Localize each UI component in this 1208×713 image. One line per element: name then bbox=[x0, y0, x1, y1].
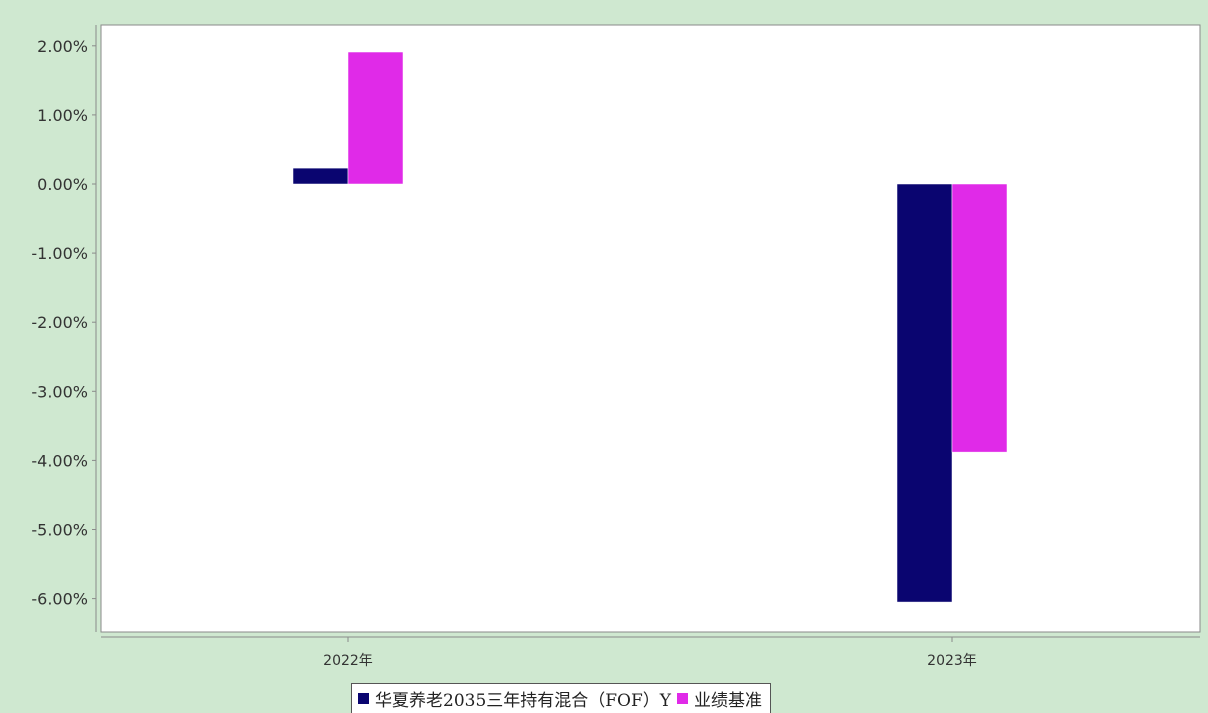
bar-fund-2023年 bbox=[897, 184, 952, 602]
bar-chart: 2.00% 1.00% 0.00% -1.00% -2.00% -3.00% -4.00% -… bbox=[0, 0, 1208, 683]
y-tick-label: -4.00% bbox=[31, 451, 88, 470]
legend-item-fund: 华夏养老2035三年持有混合（FOF）Y bbox=[358, 686, 671, 711]
y-tick-label: 2.00% bbox=[37, 37, 88, 56]
legend-label-benchmark: 业绩基准 bbox=[694, 686, 762, 711]
plot-area bbox=[101, 25, 1200, 632]
bar-fund-2022年 bbox=[293, 168, 348, 184]
legend-item-benchmark: 业绩基准 bbox=[677, 686, 762, 711]
bar-benchmark-2023年 bbox=[952, 184, 1007, 452]
x-tick-label: 2023年 bbox=[927, 653, 977, 669]
legend-swatch-fund bbox=[358, 693, 369, 704]
y-tick-label: -3.00% bbox=[31, 382, 88, 401]
x-axis: 2022年 2023年 bbox=[101, 637, 1200, 669]
legend-swatch-benchmark bbox=[677, 693, 688, 704]
y-tick-label: 1.00% bbox=[37, 106, 88, 125]
legend-label-fund: 华夏养老2035三年持有混合（FOF）Y bbox=[375, 686, 671, 711]
y-tick-label: -1.00% bbox=[31, 244, 88, 263]
y-tick-label: -5.00% bbox=[31, 521, 88, 540]
bar-benchmark-2022年 bbox=[348, 52, 403, 184]
legend: 华夏养老2035三年持有混合（FOF）Y 业绩基准 bbox=[351, 683, 771, 713]
y-tick-label: -6.00% bbox=[31, 590, 88, 609]
y-axis: 2.00% 1.00% 0.00% -1.00% -2.00% -3.00% -4.00% -… bbox=[31, 25, 96, 632]
y-tick-label: 0.00% bbox=[37, 175, 88, 194]
x-tick-label: 2022年 bbox=[323, 653, 373, 669]
y-tick-label: -2.00% bbox=[31, 313, 88, 332]
